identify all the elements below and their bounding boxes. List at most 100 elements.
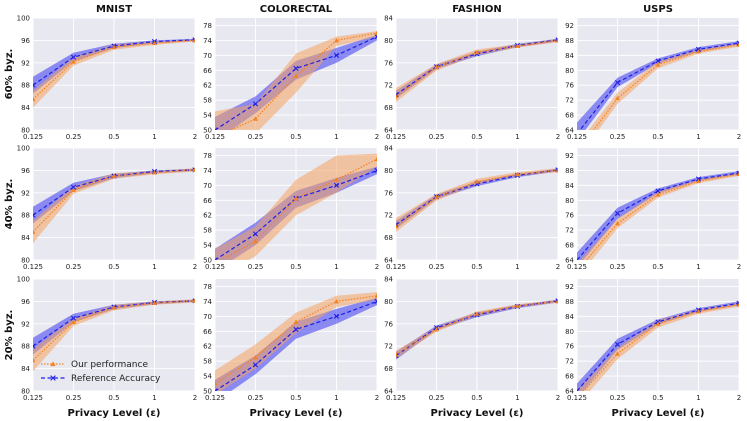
series-group [33, 37, 195, 108]
ours-point [33, 229, 36, 234]
y-tick-label: 72 [565, 97, 574, 105]
x-tick-label: 0.25 [66, 263, 82, 271]
panel-60-byz-fashion: 64 68 72 76 80 84 0.125 0.25 0.5 1 2 [384, 15, 560, 142]
series-group [577, 170, 739, 260]
x-tick-label: 0.25 [248, 394, 264, 402]
y-tick-label: 68 [384, 104, 393, 112]
series-group [396, 167, 558, 232]
reference-point [252, 362, 259, 368]
y-tick-label: 70 [203, 52, 212, 60]
ours-point [396, 352, 399, 357]
x-tick-label: 0.5 [471, 394, 482, 402]
x-tick-label: 0.125 [386, 394, 406, 402]
ours-point [696, 309, 701, 314]
ours-point [655, 321, 661, 326]
y-tick-label: 100 [17, 145, 30, 153]
ours-band [33, 39, 195, 108]
y-tick-label: 88 [21, 343, 30, 351]
y-tick-label: 88 [21, 82, 30, 90]
x-tick-label: 0.25 [429, 263, 445, 271]
reference-point [396, 353, 399, 359]
x-tick-label: 0.125 [23, 394, 43, 402]
panel-60-byz-colorectal: 50 54 58 62 66 70 74 78 0.125 0.25 0.5 1 2 [203, 18, 379, 141]
series-group [396, 298, 558, 360]
ours-point [293, 196, 299, 201]
panel-40-byz-usps: 64 68 72 76 80 84 88 92 0.125 0.25 0.5 1 2 [565, 148, 741, 271]
panel-20-byz-fashion: 64 68 72 76 80 84 0.125 0.25 0.5 1 2 [384, 276, 560, 403]
y-tick-label: 66 [203, 67, 212, 75]
reference-point [33, 82, 36, 88]
y-tick-label: 84 [21, 104, 30, 112]
ours-point [152, 170, 157, 175]
series-group [215, 30, 377, 130]
y-tick-label: 88 [565, 37, 574, 45]
y-tick-label: 74 [203, 298, 212, 306]
series-group [396, 37, 558, 102]
y-tick-label: 78 [203, 152, 212, 160]
ours-point [434, 64, 439, 70]
series-group [577, 300, 739, 391]
y-tick-label: 62 [203, 82, 212, 90]
ours-point [515, 43, 520, 48]
ours-line [33, 39, 195, 100]
x-tick-label: 1 [696, 263, 700, 271]
y-tick-label: 62 [203, 343, 212, 351]
y-tick-label: 92 [565, 283, 574, 291]
reference-point [333, 313, 340, 319]
y-tick-label: 54 [203, 112, 212, 120]
reference-band [577, 41, 739, 130]
x-tick-label: 0.5 [108, 263, 119, 271]
y-tick-label: 78 [203, 22, 212, 30]
reference-band [577, 301, 739, 391]
y-tick-label: 72 [565, 227, 574, 235]
ours-point [696, 49, 701, 54]
x-tick-label: 1 [334, 133, 338, 141]
y-tick-label: 50 [203, 257, 212, 265]
ours-point [33, 96, 36, 102]
reference-point [614, 341, 621, 347]
y-tick-label: 88 [565, 298, 574, 306]
x-tick-label: 2 [556, 133, 560, 141]
reference-point [614, 210, 621, 216]
ours-point [71, 319, 76, 325]
x-tick-label: 0.5 [108, 133, 119, 141]
y-tick-label: 72 [384, 82, 393, 90]
y-tick-label: 84 [565, 313, 574, 321]
column-title-usps: USPS [643, 4, 673, 15]
x-axis-label: Privacy Level (ε) [612, 408, 705, 419]
reference-point [374, 167, 377, 173]
x-tick-label: 0.5 [290, 133, 301, 141]
x-tick-label: 0.5 [290, 263, 301, 271]
x-tick-label: 0.125 [205, 133, 225, 141]
y-tick-label: 64 [565, 388, 574, 396]
y-tick-label: 64 [384, 127, 393, 135]
y-tick-label: 58 [203, 97, 212, 105]
y-tick-label: 72 [565, 358, 574, 366]
y-tick-label: 80 [565, 67, 574, 75]
ours-point [555, 168, 558, 173]
ours-point [696, 178, 701, 184]
y-tick-label: 66 [203, 328, 212, 336]
y-tick-label: 74 [203, 37, 212, 45]
ours-point [396, 224, 399, 229]
y-tick-label: 84 [21, 234, 30, 242]
ours-point [655, 62, 661, 67]
series-group [33, 167, 195, 244]
ours-point [515, 303, 520, 308]
column-title-mnist: MNIST [96, 4, 132, 15]
y-tick-label: 64 [384, 388, 393, 396]
reference-point [215, 127, 218, 130]
reference-point [374, 298, 377, 304]
x-axis-label: Privacy Level (ε) [250, 408, 343, 419]
x-tick-label: 2 [375, 263, 379, 271]
x-tick-label: 0.125 [205, 394, 225, 402]
y-tick-label: 74 [203, 167, 212, 175]
ours-point [192, 298, 195, 303]
y-tick-label: 76 [565, 212, 574, 220]
reference-line [215, 300, 377, 391]
ours-point [474, 179, 480, 184]
x-tick-label: 2 [375, 394, 379, 402]
ours-point [374, 30, 377, 35]
reference-point [252, 231, 259, 237]
y-tick-label: 92 [21, 320, 30, 328]
